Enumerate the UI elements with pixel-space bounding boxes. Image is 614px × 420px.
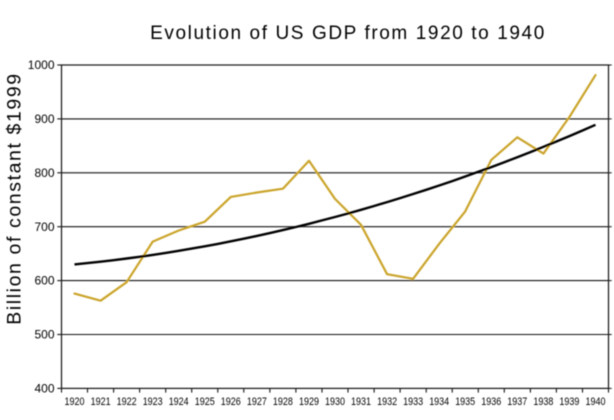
svg-text:Billion of constant $1999: Billion of constant $1999: [4, 72, 26, 324]
svg-text:1931: 1931: [351, 396, 371, 408]
svg-text:1929: 1929: [299, 396, 319, 408]
svg-text:1940: 1940: [586, 396, 606, 408]
svg-text:900: 900: [34, 112, 54, 126]
svg-text:1927: 1927: [247, 396, 267, 408]
svg-text:1934: 1934: [429, 396, 449, 408]
svg-text:1937: 1937: [507, 396, 527, 408]
svg-text:1926: 1926: [221, 396, 241, 408]
svg-text:1922: 1922: [117, 396, 137, 408]
svg-text:1932: 1932: [377, 396, 397, 408]
svg-text:1921: 1921: [91, 396, 111, 408]
svg-text:800: 800: [34, 166, 54, 180]
svg-text:1935: 1935: [455, 396, 475, 408]
svg-text:600: 600: [34, 274, 54, 288]
svg-text:1933: 1933: [403, 396, 423, 408]
svg-text:400: 400: [34, 382, 54, 396]
svg-text:Evolution of US GDP from 1920: Evolution of US GDP from 1920 to 1940: [150, 23, 546, 44]
svg-text:1930: 1930: [325, 396, 345, 408]
svg-text:1928: 1928: [273, 396, 293, 408]
svg-text:1936: 1936: [481, 396, 501, 408]
svg-text:1939: 1939: [559, 396, 579, 408]
svg-text:1938: 1938: [533, 396, 553, 408]
svg-text:1920: 1920: [65, 396, 85, 408]
svg-text:1924: 1924: [169, 396, 189, 408]
svg-text:1923: 1923: [143, 396, 163, 408]
svg-text:1925: 1925: [195, 396, 215, 408]
svg-text:700: 700: [34, 220, 54, 234]
svg-text:1000: 1000: [28, 58, 55, 72]
svg-text:500: 500: [34, 328, 54, 342]
